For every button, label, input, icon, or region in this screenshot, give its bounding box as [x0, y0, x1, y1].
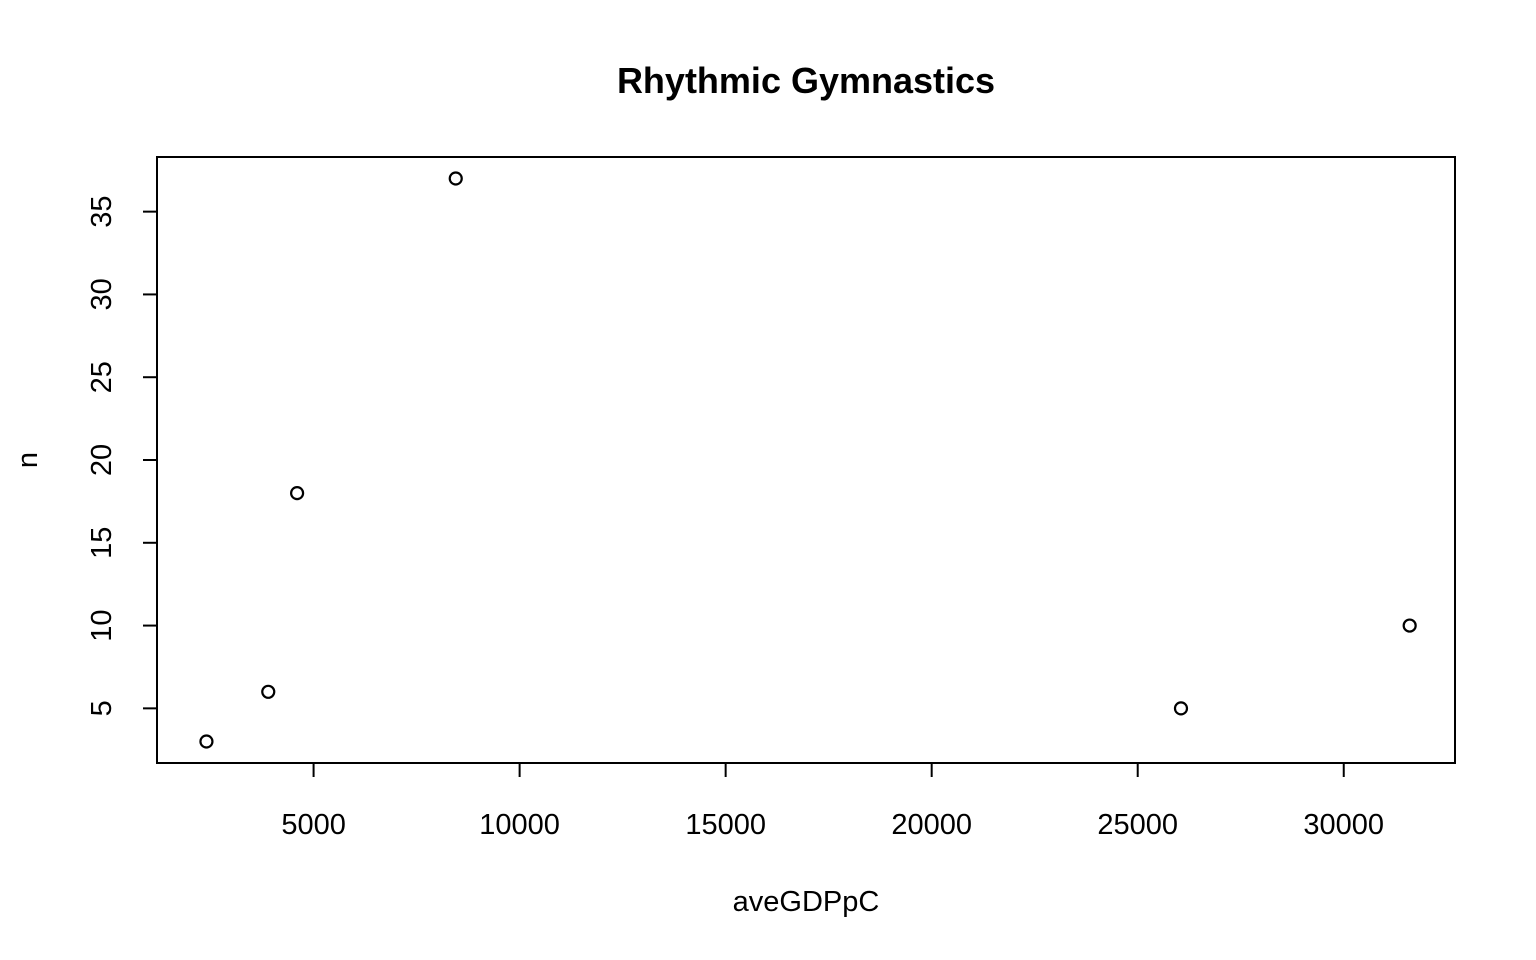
x-tick-label: 25000	[1097, 809, 1178, 841]
x-axis: 5000 10000 15000 20000 25000 30000	[281, 762, 1384, 841]
y-axis: 5 10 15 20 25 30 35	[86, 196, 158, 716]
y-tick-label: 15	[86, 527, 118, 559]
data-points	[199, 171, 1417, 749]
y-tick-label: 20	[86, 444, 118, 476]
x-axis-label: aveGDPpC	[733, 886, 880, 918]
data-point	[1173, 701, 1189, 716]
y-tick-label: 30	[86, 278, 118, 310]
data-point	[261, 684, 276, 699]
y-tick-label: 35	[86, 196, 118, 228]
x-tick-label: 15000	[685, 809, 766, 841]
x-tick-label: 30000	[1303, 809, 1384, 841]
data-point	[1402, 618, 1417, 633]
y-tick-label: 10	[86, 609, 118, 641]
y-tick-label: 25	[86, 361, 118, 393]
data-point	[448, 171, 463, 186]
data-point	[290, 486, 305, 501]
x-tick-label: 10000	[479, 809, 560, 841]
x-tick-label: 5000	[281, 809, 346, 841]
y-tick-label: 5	[86, 700, 118, 716]
x-tick-label: 20000	[891, 809, 972, 841]
y-axis-label: n	[12, 452, 44, 468]
chart-title: Rhythmic Gymnastics	[617, 60, 995, 101]
plot-frame	[156, 156, 1456, 764]
data-point	[199, 734, 214, 749]
